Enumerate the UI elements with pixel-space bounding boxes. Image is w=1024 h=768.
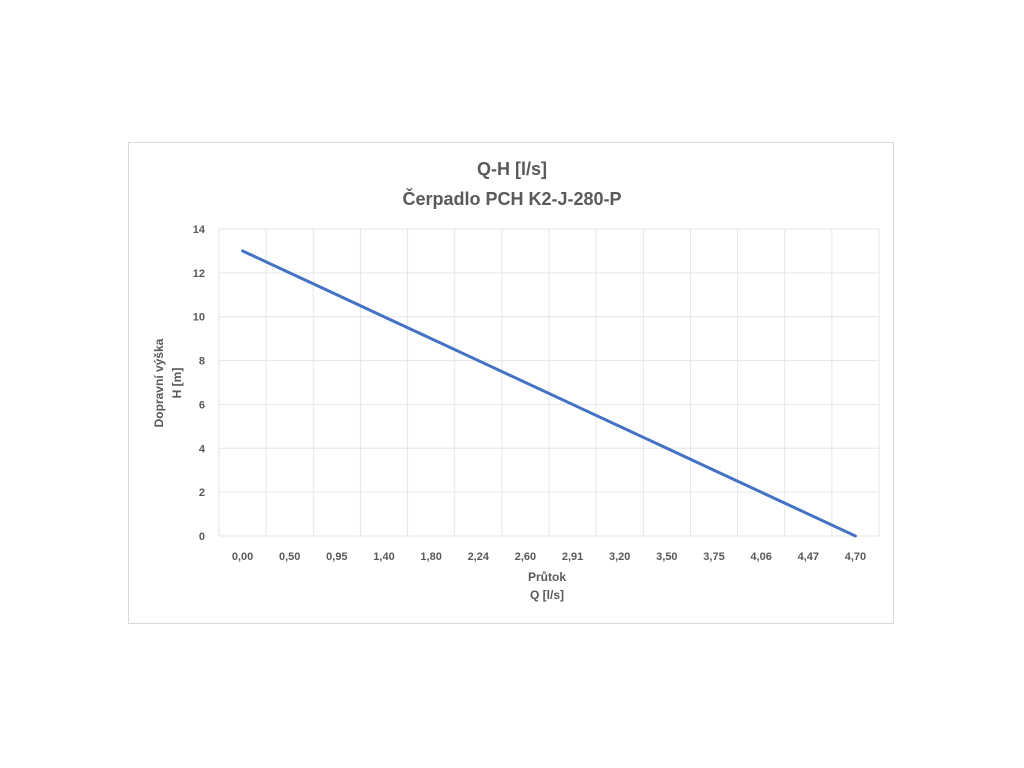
- series: [241, 249, 857, 538]
- x-tick-label: 0,00: [232, 551, 253, 563]
- y-tick-label: 2: [199, 487, 205, 499]
- x-tick-label: 4,06: [750, 551, 771, 563]
- y-axis-title-line-2: H [m]: [170, 368, 184, 399]
- x-axis-title-line-2: Q [l/s]: [530, 588, 564, 602]
- y-tick-label: 12: [193, 268, 205, 280]
- y-axis-title: Dopravní výška H [m]: [152, 338, 184, 427]
- series-line: [241, 249, 857, 538]
- x-tick-label: 3,50: [656, 551, 677, 563]
- x-tick-label: 3,75: [703, 551, 724, 563]
- x-tick-label: 3,20: [609, 551, 630, 563]
- x-tick-label: 0,50: [279, 551, 300, 563]
- x-tick-label: 4,47: [798, 551, 819, 563]
- x-axis-title-line-1: Průtok: [528, 570, 566, 584]
- x-tick-label: 1,40: [373, 551, 394, 563]
- y-tick-label: 0: [199, 531, 205, 543]
- x-tick-label: 0,95: [326, 551, 347, 563]
- y-tick-label: 8: [199, 356, 205, 368]
- y-axis-ticks: 0 2 4 6 8 10 12 14: [193, 224, 206, 543]
- chart-title-line-1: Q-H [l/s]: [477, 159, 547, 179]
- x-tick-label: 1,80: [420, 551, 441, 563]
- chart-title-line-2: Čerpadlo PCH K2-J-280-P: [402, 188, 621, 209]
- x-tick-label: 2,24: [468, 551, 490, 563]
- q-h-chart: Q-H [l/s] Čerpadlo PCH K2-J-280-P 0 2 4 6 8 1…: [152, 159, 880, 602]
- y-tick-label: 14: [193, 224, 206, 236]
- chart-container: Q-H [l/s] Čerpadlo PCH K2-J-280-P 0 2 4 6 8 1…: [128, 142, 894, 624]
- grid: [218, 228, 880, 537]
- x-tick-label: 2,60: [515, 551, 536, 563]
- y-tick-label: 10: [193, 312, 205, 324]
- y-tick-label: 6: [199, 399, 205, 411]
- x-axis-ticks: 0,00 0,50 0,95 1,40 1,80 2,24 2,60 2,91 3,20 3,50…: [232, 551, 866, 563]
- x-tick-label: 2,91: [562, 551, 583, 563]
- y-axis-title-line-1: Dopravní výška: [152, 338, 166, 427]
- y-tick-label: 4: [199, 443, 206, 455]
- x-tick-label: 4,70: [845, 551, 866, 563]
